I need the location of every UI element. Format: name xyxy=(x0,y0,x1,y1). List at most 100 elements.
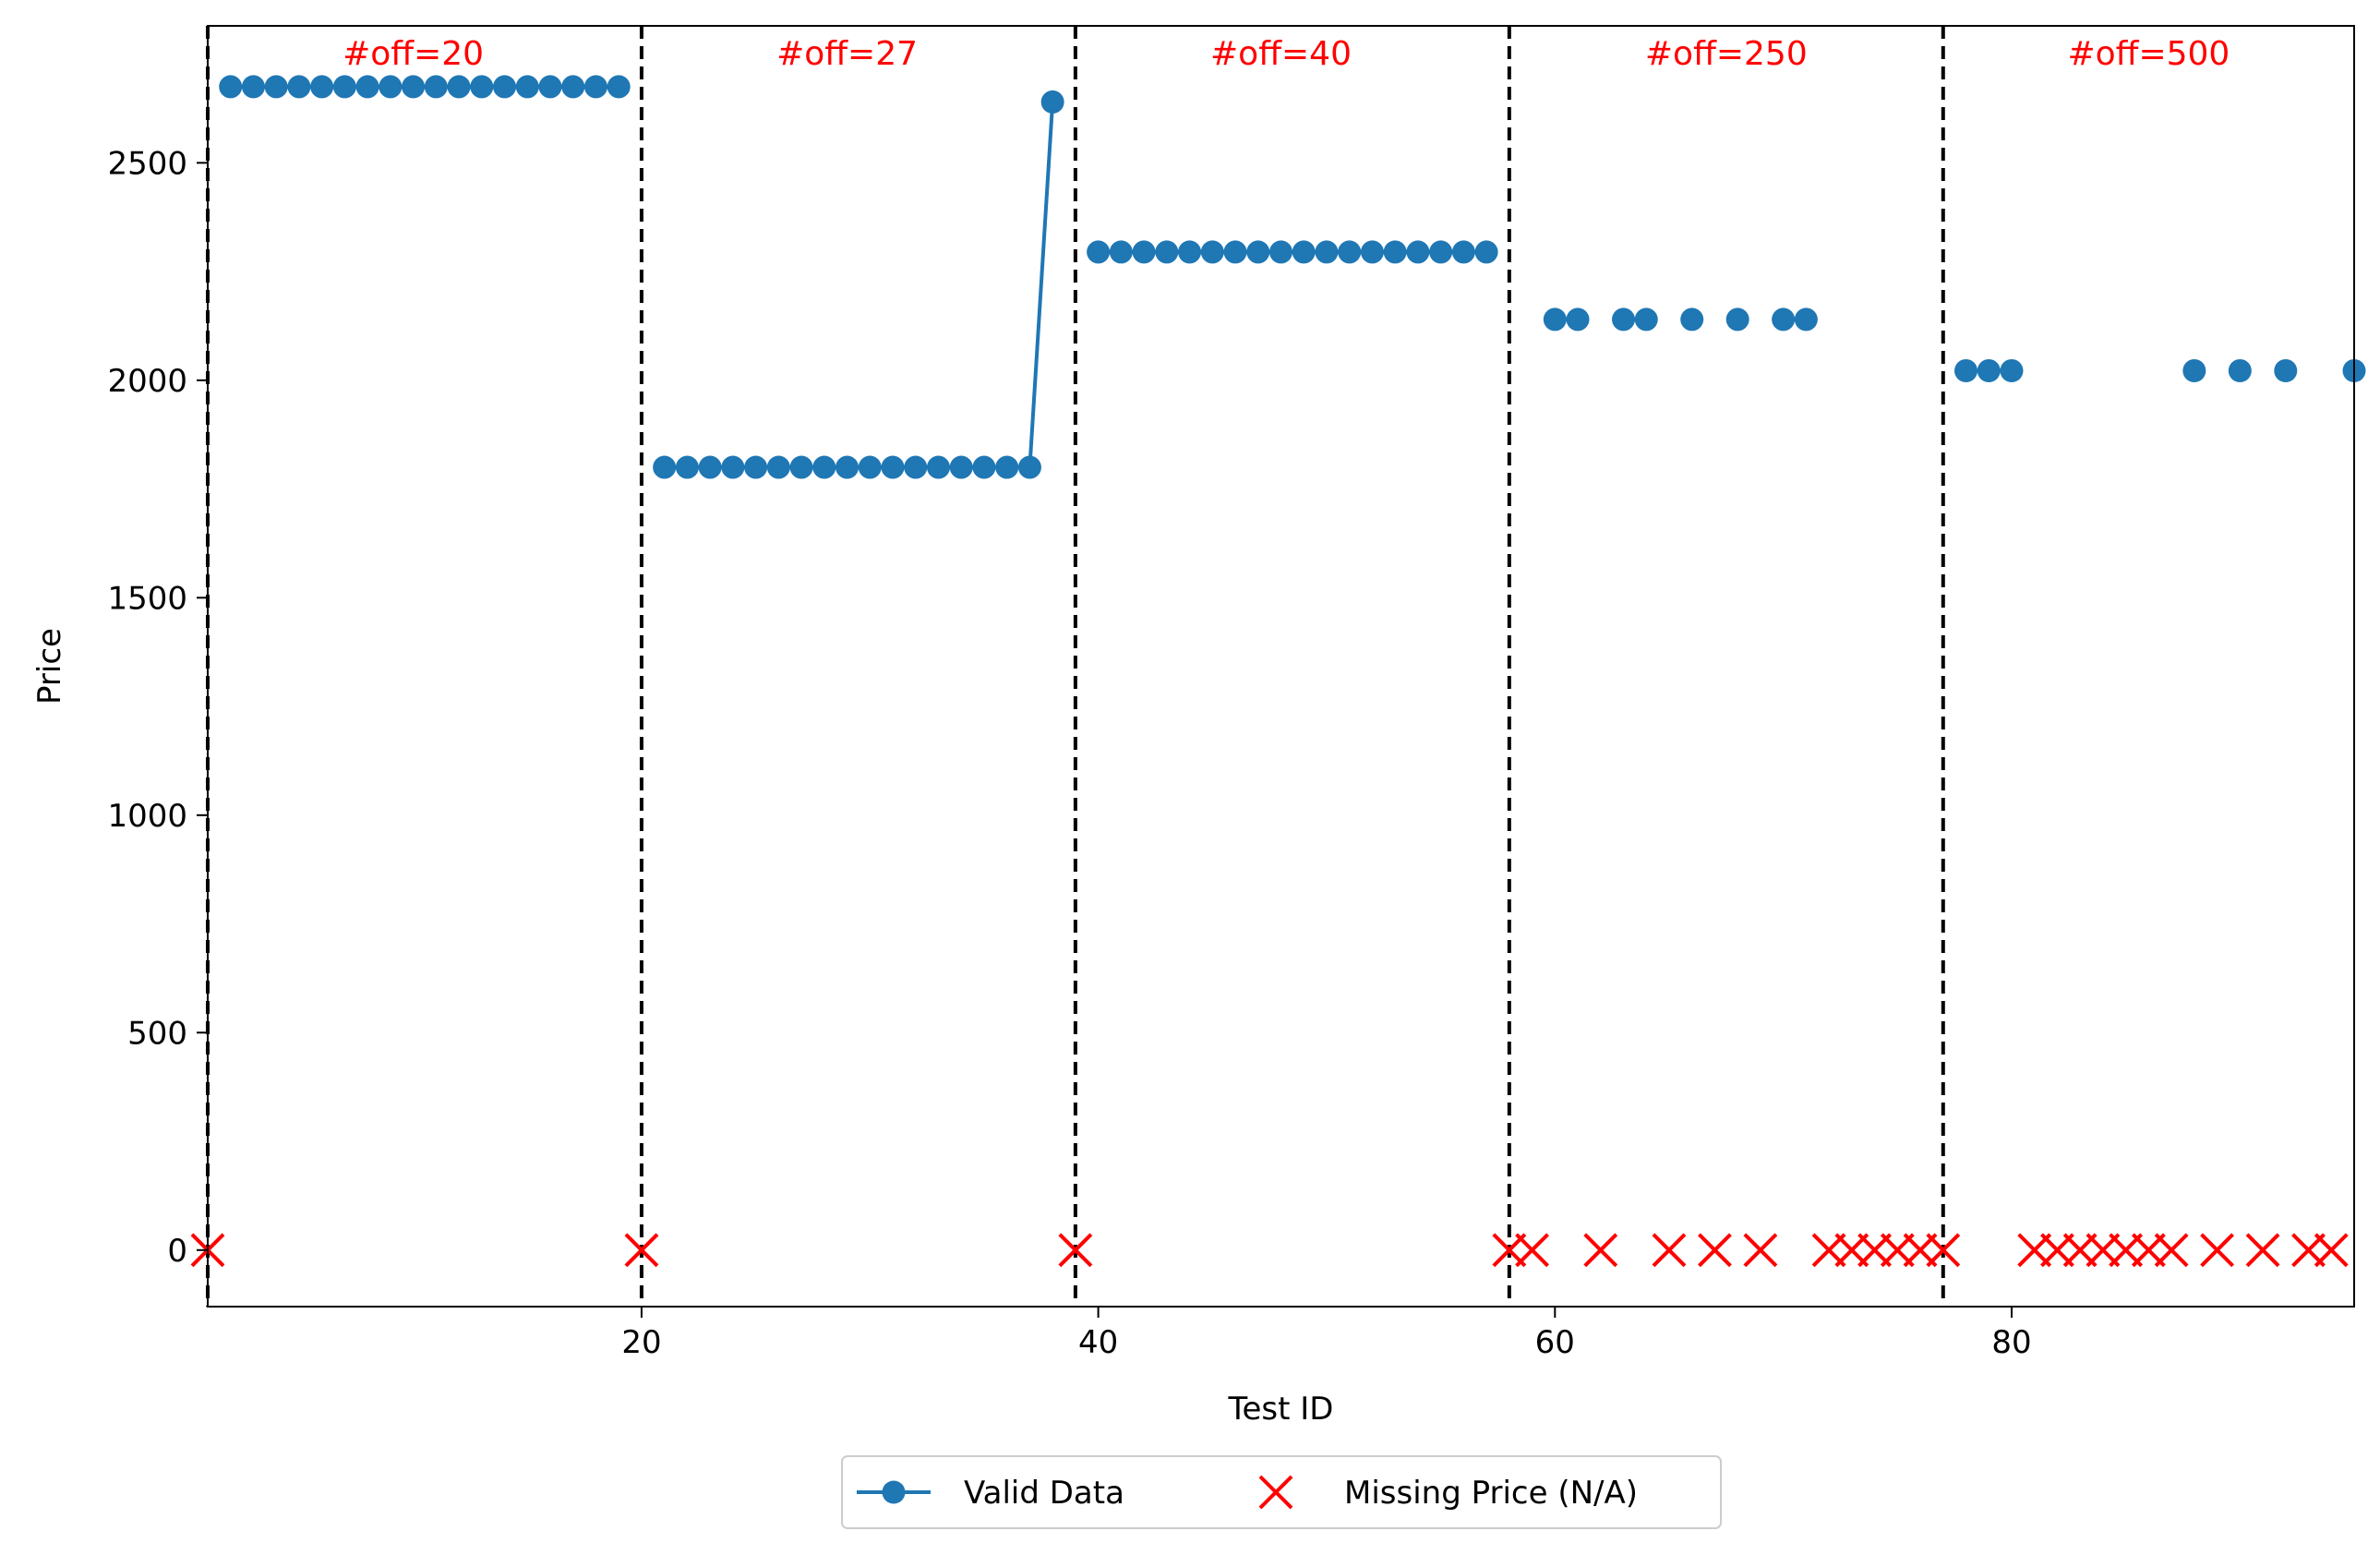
valid-data-point xyxy=(698,455,722,479)
legend-missing-marker xyxy=(1258,1475,1293,1510)
valid-data-point xyxy=(1634,307,1658,331)
valid-data-point xyxy=(332,75,356,99)
valid-data-point xyxy=(904,455,928,479)
valid-data-point xyxy=(1246,240,1270,264)
valid-data-point xyxy=(972,455,996,479)
valid-data-point xyxy=(766,455,790,479)
valid-data-point xyxy=(1680,307,1704,331)
y-tick-label: 2500 xyxy=(107,145,187,182)
valid-data-point xyxy=(1612,307,1636,331)
valid-data-point xyxy=(538,75,562,99)
y-tick-label: 1000 xyxy=(107,798,187,835)
valid-data-point xyxy=(515,75,539,99)
valid-data-point xyxy=(744,455,768,479)
valid-data-point xyxy=(2182,358,2206,382)
valid-data-point xyxy=(355,75,379,99)
valid-data-point xyxy=(881,455,905,479)
valid-data-point xyxy=(1223,240,1247,264)
x-axis-label: Test ID xyxy=(1228,1391,1334,1428)
valid-data-point xyxy=(424,75,448,99)
valid-data-point xyxy=(2274,358,2298,382)
missing-price-marker xyxy=(624,1233,659,1268)
valid-data-point xyxy=(1451,240,1475,264)
x-tick-label: 40 xyxy=(1078,1324,1118,1361)
missing-price-marker xyxy=(1743,1233,1778,1268)
valid-data-point xyxy=(1178,240,1202,264)
valid-data-point xyxy=(812,455,836,479)
valid-data-point xyxy=(561,75,585,99)
valid-data-point xyxy=(2000,358,2024,382)
valid-data-point xyxy=(1725,307,1749,331)
valid-data-point xyxy=(493,75,517,99)
valid-data-point xyxy=(1383,240,1407,264)
valid-data-point xyxy=(1155,240,1179,264)
legend-valid-marker xyxy=(882,1480,906,1504)
y-tick-label: 1500 xyxy=(107,580,187,617)
y-axis-label: Price xyxy=(31,628,68,705)
segment-label-4: #off=500 xyxy=(2067,35,2230,73)
valid-data-point xyxy=(1954,358,1978,382)
valid-data-point xyxy=(1429,240,1453,264)
valid-data-point xyxy=(1474,240,1498,264)
missing-price-marker xyxy=(1652,1233,1687,1268)
valid-data-point xyxy=(1315,240,1339,264)
valid-data-point xyxy=(379,75,403,99)
legend-label-valid: Valid Data xyxy=(964,1475,1124,1512)
y-tick-label: 2000 xyxy=(107,363,187,400)
valid-data-point xyxy=(1292,240,1316,264)
valid-data-point xyxy=(1338,240,1362,264)
x-tick-label: 80 xyxy=(1991,1324,2031,1361)
valid-data-point xyxy=(721,455,745,479)
valid-data-point xyxy=(1269,240,1292,264)
valid-data-point xyxy=(1017,455,1041,479)
valid-data-point xyxy=(926,455,950,479)
valid-data-point xyxy=(1087,240,1111,264)
valid-data-point xyxy=(995,455,1019,479)
legend-box xyxy=(841,1455,1722,1529)
segment-annotations: #off=20 #off=27 #off=40 #off=250 #off=500 xyxy=(343,35,2230,73)
valid-data-point xyxy=(264,75,288,99)
valid-data-point xyxy=(402,75,426,99)
valid-data-point xyxy=(789,455,813,479)
valid-data-point xyxy=(1109,240,1133,264)
segment-label-0: #off=20 xyxy=(343,35,484,73)
missing-price-marker xyxy=(2154,1233,2189,1268)
y-tick-label: 500 xyxy=(127,1015,187,1052)
x-tick-label: 20 xyxy=(621,1324,661,1361)
missing-price-marker xyxy=(1515,1233,1549,1268)
plot-frame xyxy=(207,25,2355,1308)
valid-data-point xyxy=(1772,307,1796,331)
x-axis: 20 40 60 80 xyxy=(621,1307,2032,1361)
valid-data-point xyxy=(675,455,699,479)
segment-label-2: #off=40 xyxy=(1210,35,1352,73)
valid-data-point xyxy=(241,75,265,99)
segment-label-1: #off=27 xyxy=(776,35,918,73)
valid-data-point xyxy=(1977,358,2001,382)
missing-price-marker xyxy=(2245,1233,2280,1268)
valid-data-point xyxy=(287,75,311,99)
x-tick-label: 60 xyxy=(1535,1324,1575,1361)
valid-data-point xyxy=(949,455,973,479)
segment-label-3: #off=250 xyxy=(1645,35,1808,73)
valid-data-point xyxy=(1406,240,1430,264)
segment-dividers xyxy=(206,26,1945,1307)
valid-data-point xyxy=(858,455,882,479)
missing-price-marker xyxy=(1058,1233,1093,1268)
valid-data-point xyxy=(1566,307,1590,331)
valid-data-point xyxy=(653,455,677,479)
y-tick-label: 0 xyxy=(167,1233,187,1270)
legend: Valid Data Missing Price (N/A) xyxy=(841,1455,1722,1529)
valid-data-point xyxy=(607,75,631,99)
valid-data-line-1 xyxy=(664,102,1055,470)
valid-data-point xyxy=(1794,307,1818,331)
missing-price-marker xyxy=(1583,1233,1618,1268)
valid-data-point xyxy=(1040,90,1064,114)
valid-data-point xyxy=(1543,307,1567,331)
valid-data-point xyxy=(835,455,859,479)
missing-price-marker xyxy=(1698,1233,1732,1268)
valid-data-point xyxy=(1360,240,1384,264)
legend-label-missing: Missing Price (N/A) xyxy=(1344,1475,1638,1512)
valid-data-point xyxy=(470,75,494,99)
